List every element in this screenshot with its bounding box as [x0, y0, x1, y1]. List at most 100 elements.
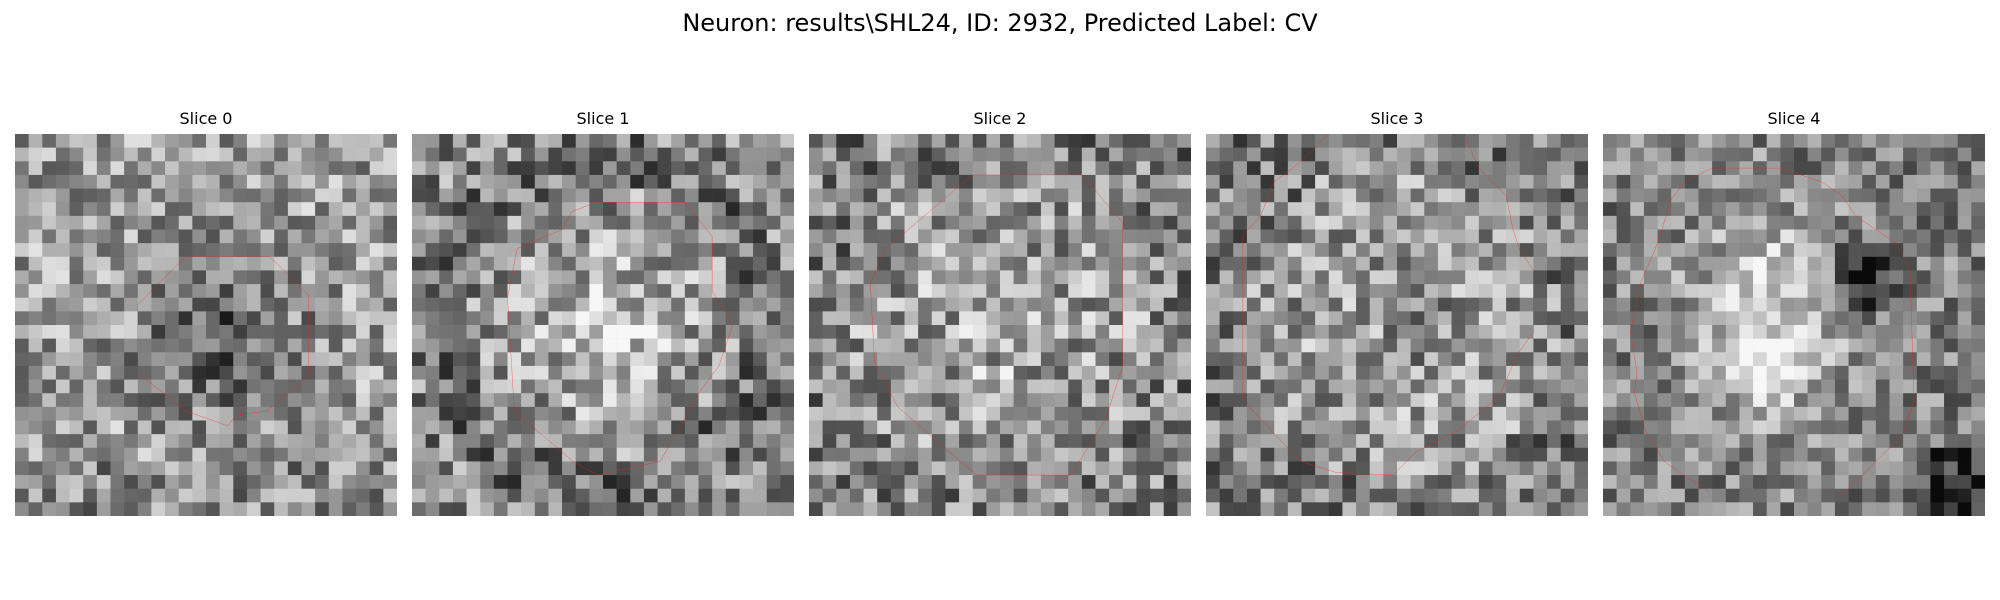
pixel [288, 325, 302, 339]
pixel [1438, 434, 1452, 448]
pixel [315, 489, 329, 503]
pixel [767, 311, 781, 325]
pixel [124, 284, 138, 298]
pixel [1561, 202, 1575, 216]
pixel [1274, 325, 1288, 339]
pixel [1220, 311, 1234, 325]
pixel [1424, 489, 1438, 503]
pixel [959, 461, 973, 475]
pixel [1930, 325, 1944, 339]
pixel [453, 502, 467, 516]
pixel [1903, 161, 1917, 175]
pixel [685, 311, 699, 325]
slice-title-4: Slice 4 [1603, 108, 1985, 130]
pixel [1808, 134, 1822, 148]
pixel [1699, 380, 1713, 394]
pixel [1726, 448, 1740, 462]
pixel [1315, 448, 1329, 462]
pixel [1644, 475, 1658, 489]
pixel [973, 339, 987, 353]
pixel [1424, 161, 1438, 175]
pixel [138, 284, 152, 298]
pixel [111, 502, 125, 516]
pixel [767, 352, 781, 366]
pixel [1958, 461, 1972, 475]
pixel [1261, 434, 1275, 448]
pixel [1424, 393, 1438, 407]
pixel [70, 393, 84, 407]
pixel [151, 284, 165, 298]
pixel [699, 502, 713, 516]
pixel [1794, 270, 1808, 284]
pixel [1261, 257, 1275, 271]
pixel [1397, 339, 1411, 353]
pixel [959, 339, 973, 353]
pixel [1411, 366, 1425, 380]
pixel [986, 475, 1000, 489]
pixel [329, 243, 343, 257]
pixel [1671, 421, 1685, 435]
pixel [1808, 475, 1822, 489]
pixel [342, 284, 356, 298]
pixel [986, 298, 1000, 312]
pixel [1370, 489, 1384, 503]
pixel [973, 257, 987, 271]
pixel [1930, 257, 1944, 271]
pixel [576, 134, 590, 148]
pixel [467, 189, 481, 203]
pixel [70, 202, 84, 216]
pixel [726, 161, 740, 175]
pixel [453, 448, 467, 462]
pixel [1383, 339, 1397, 353]
pixel [1041, 216, 1055, 230]
pixel [1603, 461, 1617, 475]
pixel [658, 284, 672, 298]
pixel [1561, 270, 1575, 284]
pixel [1930, 502, 1944, 516]
pixel [1383, 393, 1397, 407]
pixel [589, 189, 603, 203]
pixel [1288, 161, 1302, 175]
pixel [1699, 407, 1713, 421]
pixel [644, 202, 658, 216]
pixel [480, 475, 494, 489]
pixel [1835, 407, 1849, 421]
pixel [809, 148, 823, 162]
pixel [1479, 257, 1493, 271]
pixel [1876, 407, 1890, 421]
pixel [439, 366, 453, 380]
slice-panel-0: Slice 0 [15, 108, 397, 520]
pixel [274, 161, 288, 175]
pixel [1000, 407, 1014, 421]
pixel [1630, 434, 1644, 448]
pixel [959, 407, 973, 421]
pixel [1370, 243, 1384, 257]
pixel [658, 175, 672, 189]
pixel [1520, 134, 1534, 148]
pixel [1506, 448, 1520, 462]
pixel [1479, 311, 1493, 325]
pixel [1247, 325, 1261, 339]
pixel [1780, 216, 1794, 230]
pixel [945, 216, 959, 230]
pixel [739, 461, 753, 475]
pixel [179, 339, 193, 353]
pixel [1630, 475, 1644, 489]
pixel [1903, 434, 1917, 448]
pixel [739, 407, 753, 421]
pixel [1876, 189, 1890, 203]
pixel [1438, 448, 1452, 462]
pixel [138, 325, 152, 339]
pixel [56, 448, 70, 462]
pixel [1520, 502, 1534, 516]
pixel [1164, 311, 1178, 325]
pixel [603, 325, 617, 339]
pixel [535, 202, 549, 216]
pixel [1890, 284, 1904, 298]
pixel [138, 393, 152, 407]
pixel [1739, 216, 1753, 230]
pixel [905, 202, 919, 216]
pixel [1808, 489, 1822, 503]
pixel [179, 284, 193, 298]
slice-image-3 [1206, 134, 1588, 516]
